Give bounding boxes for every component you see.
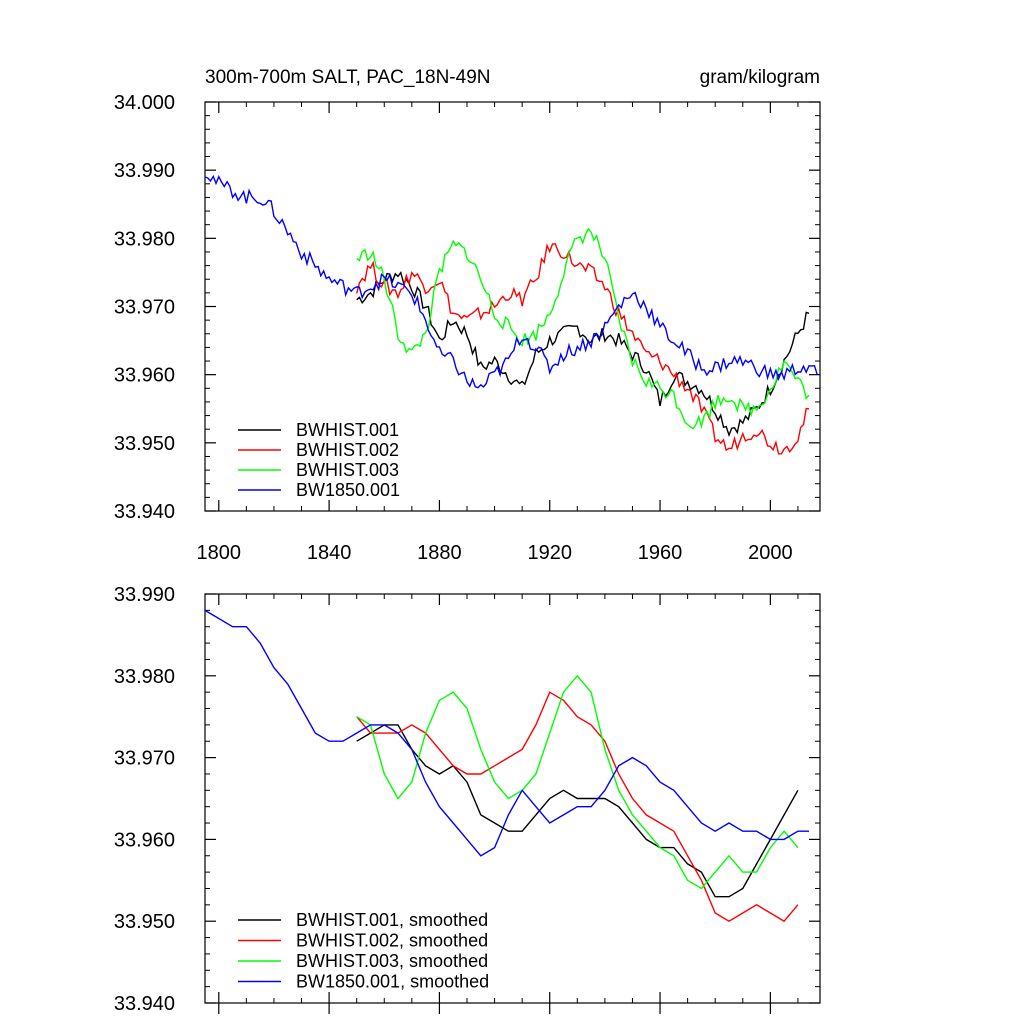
legend-label: BWHIST.003, smoothed (296, 951, 488, 971)
series-line-bw1850-001-smoothed (204, 609, 809, 857)
y-tick-label: 33.940 (114, 993, 175, 1015)
x-tick-label: 1880 (417, 542, 462, 564)
y-tick-label: 33.950 (114, 433, 175, 455)
y-tick-label: 34.000 (114, 92, 175, 114)
y-tick-label: 33.970 (114, 297, 175, 319)
bottom-panel: 33.940 33.950 33.960 33.970 33.980 33.990 BWHI… (114, 584, 821, 1015)
y-tick-label: 33.960 (114, 829, 175, 851)
x-tick-label: 1840 (307, 542, 352, 564)
series-line-bwhist-002-smoothed (356, 691, 799, 923)
y-tick-label: 33.970 (114, 748, 175, 770)
legend-label: BWHIST.002, smoothed (296, 931, 488, 951)
y-tick-label: 33.950 (114, 911, 175, 933)
legend-label: BWHIST.002 (296, 440, 399, 460)
y-tick-label: 33.980 (114, 666, 175, 688)
top-panel: 300m-700m SALT, PAC_18N-49N gram/kilogra… (114, 67, 821, 564)
units-label: gram/kilogram (700, 67, 820, 88)
legend-label: BWHIST.003 (296, 460, 399, 480)
x-tick-label: 1960 (638, 542, 683, 564)
series-line-bwhist-002 (356, 243, 810, 455)
legend-label: BW1850.001, smoothed (296, 972, 489, 992)
chart-title: 300m-700m SALT, PAC_18N-49N (205, 67, 490, 88)
legend-label: BW1850.001 (296, 480, 400, 500)
series-line-bwhist-001 (356, 271, 810, 438)
series-line-bw1850-001 (204, 174, 818, 389)
y-tick-label: 33.990 (114, 160, 175, 182)
series-line-bwhist-003 (356, 227, 810, 430)
y-tick-label: 33.980 (114, 228, 175, 250)
legend-label: BWHIST.001 (296, 420, 399, 440)
y-tick-label: 33.990 (114, 584, 175, 606)
x-tick-label: 2000 (748, 542, 793, 564)
y-tick-label: 33.940 (114, 501, 175, 523)
y-tick-label: 33.960 (114, 365, 175, 387)
plot-frame (204, 593, 821, 1004)
series-line-bwhist-003-smoothed (356, 674, 799, 890)
x-tick-label: 1800 (197, 542, 242, 564)
legend-label: BWHIST.001, smoothed (296, 910, 488, 930)
x-tick-label: 1920 (527, 542, 572, 564)
series-line-bwhist-001-smoothed (356, 724, 799, 898)
